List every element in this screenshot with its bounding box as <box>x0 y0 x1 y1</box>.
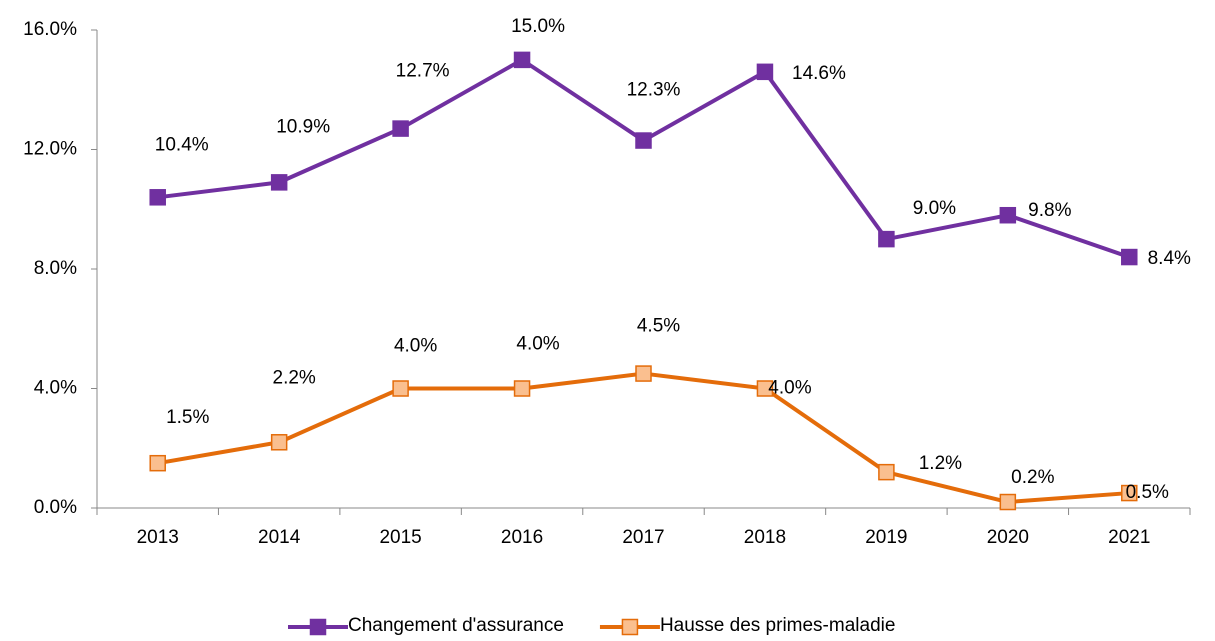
data-label: 4.0% <box>516 334 559 355</box>
y-tick-label: 0.0% <box>34 497 77 518</box>
marker <box>756 63 774 81</box>
y-tick-label: 4.0% <box>34 378 77 399</box>
data-label: 15.0% <box>511 16 565 37</box>
data-label: 14.6% <box>792 63 846 84</box>
legend-marker <box>621 618 639 636</box>
data-label: 2.2% <box>273 367 316 388</box>
data-label: 9.0% <box>913 198 956 219</box>
x-tick-label: 2019 <box>865 527 907 548</box>
marker <box>878 463 895 481</box>
data-label: 10.9% <box>276 116 330 137</box>
marker <box>392 120 409 137</box>
marker <box>635 365 652 382</box>
marker <box>878 230 895 248</box>
marker <box>513 380 531 397</box>
data-label: 9.8% <box>1028 200 1071 221</box>
series-line <box>157 371 1130 505</box>
marker <box>999 206 1017 224</box>
data-label: 1.2% <box>919 453 962 474</box>
x-tick-label: 2016 <box>501 527 543 548</box>
marker <box>635 132 652 149</box>
data-label: 10.4% <box>155 134 209 155</box>
data-label: 0.5% <box>1126 482 1169 503</box>
y-tick-label: 8.0% <box>34 258 77 279</box>
marker <box>756 380 774 397</box>
data-label: 0.2% <box>1011 467 1054 488</box>
marker <box>1121 248 1138 266</box>
x-tick-label: 2014 <box>258 527 301 548</box>
legend-label: Hausse des primes-maladie <box>660 615 896 636</box>
x-tick-label: 2018 <box>744 527 786 548</box>
legend-label: Changement d'assurance <box>348 615 564 636</box>
marker <box>1121 484 1138 502</box>
marker <box>999 493 1017 511</box>
data-label: 4.0% <box>768 378 811 399</box>
data-label: 4.5% <box>637 316 680 337</box>
marker <box>270 434 288 451</box>
x-tick-label: 2015 <box>379 527 421 548</box>
data-label: 12.7% <box>396 61 450 82</box>
y-tick-label: 12.0% <box>23 139 77 160</box>
data-label: 4.0% <box>394 336 437 357</box>
data-label: 12.3% <box>627 80 681 101</box>
marker <box>513 51 531 69</box>
x-tick-label: 2013 <box>137 527 179 548</box>
x-tick-label: 2020 <box>987 527 1029 548</box>
marker <box>392 380 409 397</box>
marker <box>270 174 288 191</box>
marker <box>149 189 166 206</box>
x-tick-label: 2017 <box>622 527 664 548</box>
y-tick-label: 16.0% <box>23 19 77 40</box>
x-tick-label: 2021 <box>1108 527 1150 548</box>
marker <box>149 454 166 472</box>
data-label: 8.4% <box>1148 248 1191 269</box>
data-label: 1.5% <box>166 407 209 428</box>
legend-marker <box>309 618 327 636</box>
